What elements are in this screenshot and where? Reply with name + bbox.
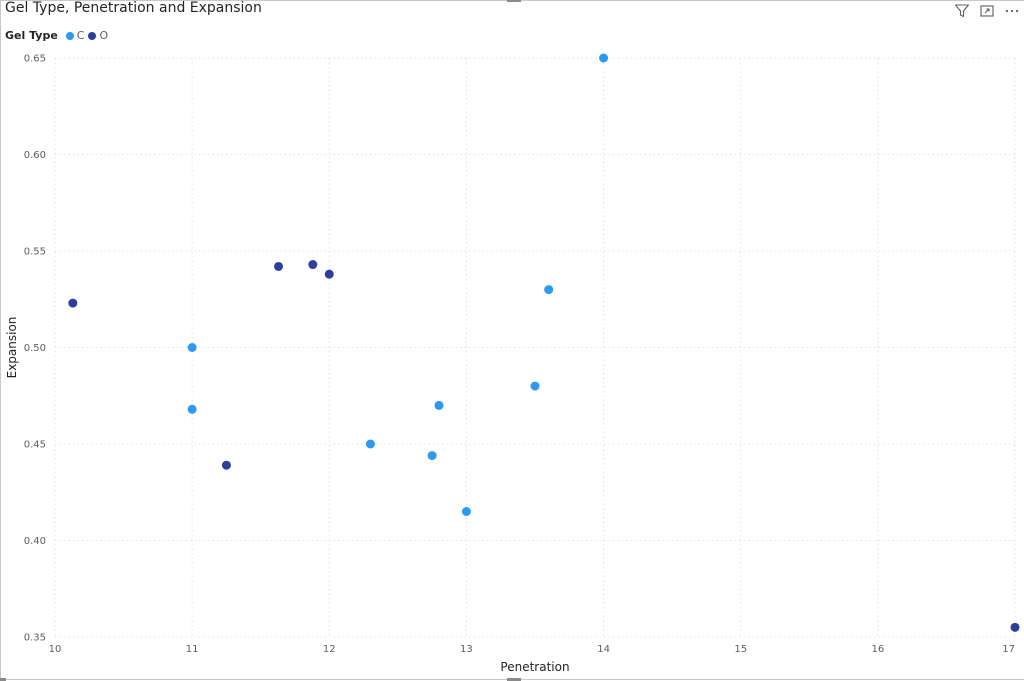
data-point-o[interactable] (274, 261, 284, 271)
data-point-c[interactable] (187, 343, 197, 352)
data-point-c[interactable] (461, 507, 471, 517)
y-tick-label: 0.50 (24, 343, 46, 354)
data-point-c[interactable] (187, 404, 197, 414)
x-tick-label: 17 (1002, 644, 1015, 655)
legend-title: Gel Type (5, 29, 58, 42)
data-point-c[interactable] (427, 451, 437, 461)
data-point-c[interactable] (530, 381, 540, 391)
resize-handle-bottom[interactable] (507, 678, 521, 681)
data-point-c[interactable] (599, 53, 609, 63)
resize-handle-top[interactable] (507, 0, 521, 2)
data-point-c[interactable] (365, 439, 375, 449)
y-tick-label: 0.35 (24, 633, 46, 644)
x-tick-label: 11 (186, 644, 199, 655)
x-tick-label: 10 (49, 644, 62, 655)
data-point-c[interactable] (434, 400, 444, 410)
data-point-c[interactable] (544, 285, 554, 295)
y-tick-label: 0.55 (24, 247, 46, 258)
y-axis-title: Expansion (5, 317, 19, 379)
visual-header-toolbar (954, 3, 1020, 19)
legend-label-o: O (99, 29, 109, 42)
data-point-o[interactable] (68, 298, 78, 308)
y-tick-label: 0.40 (24, 536, 46, 547)
more-options-icon[interactable] (1004, 3, 1020, 19)
y-tick-label: 0.45 (24, 440, 46, 451)
legend-item-c[interactable]: C (65, 29, 85, 42)
chart-legend: Gel Type C O (5, 29, 112, 42)
legend-marker-o (88, 31, 97, 40)
visual-title: Gel Type, Penetration and Expansion (5, 0, 262, 16)
x-tick-label: 15 (734, 644, 747, 655)
data-point-o[interactable] (221, 460, 231, 470)
x-tick-label: 16 (871, 644, 884, 655)
legend-label-c: C (76, 29, 85, 42)
data-point-o[interactable] (324, 269, 334, 279)
x-tick-label: 14 (597, 644, 610, 655)
x-tick-label: 12 (323, 644, 336, 655)
x-tick-label: 13 (460, 644, 473, 655)
focus-mode-icon[interactable] (979, 3, 995, 19)
visual-border-left (0, 0, 1, 681)
legend-marker-c (65, 31, 74, 40)
data-point-o[interactable] (1010, 622, 1020, 632)
y-tick-label: 0.60 (24, 150, 46, 161)
legend-item-o[interactable]: O (88, 29, 108, 42)
resize-handle-bottom-left[interactable] (0, 678, 6, 681)
filter-icon[interactable] (954, 3, 970, 19)
x-axis-title: Penetration (500, 660, 569, 674)
y-tick-label: 0.65 (24, 54, 46, 65)
data-point-o[interactable] (308, 260, 318, 270)
